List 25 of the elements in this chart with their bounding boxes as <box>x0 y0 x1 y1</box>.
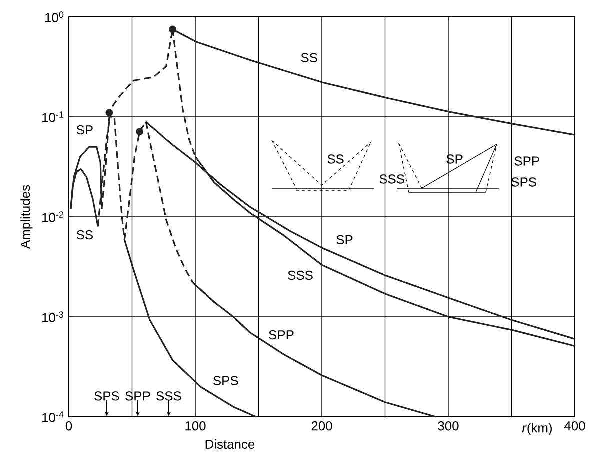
annotation: SPS <box>94 392 120 401</box>
annotation: SS <box>328 154 344 164</box>
annotation: SPP <box>269 330 294 340</box>
x-axis-title: Distance <box>206 440 255 450</box>
text: r(km) <box>522 423 552 436</box>
x-tick-label: 300 <box>438 422 459 431</box>
x-tick-label: 100 <box>186 422 206 431</box>
y-tick-label: 10$^{-2}$ <box>42 212 64 222</box>
y-tick-label: 10$^{-4}$ <box>42 412 64 422</box>
y-axis-title: Amplitudes <box>20 185 33 250</box>
y-tick-label: 10$^{0}$ <box>46 12 64 22</box>
annotation: SSS <box>156 392 182 401</box>
annotation: SP <box>336 235 353 244</box>
annotation: SS <box>76 230 93 240</box>
x-tick-label: 400 <box>564 422 586 431</box>
x-tick-label: 0 <box>66 422 72 431</box>
annotation: SPP <box>514 156 540 166</box>
y-tick-label: 10$^{-3}$ <box>42 312 64 322</box>
annotation: SP <box>76 125 93 135</box>
annotation: SPS <box>213 376 238 386</box>
annotation: SSS <box>288 270 313 280</box>
annotation: SPS <box>512 178 536 187</box>
y-tick-label: 10$^{-1}$ <box>42 112 64 122</box>
x-tick-label: 200 <box>312 422 332 431</box>
annotation: SS <box>301 53 318 62</box>
